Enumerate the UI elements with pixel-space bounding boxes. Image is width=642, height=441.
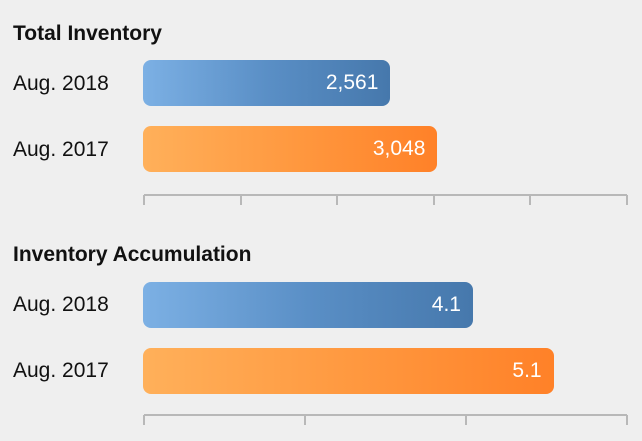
category-label: Aug. 2017: [13, 359, 109, 382]
chart-title: Inventory Accumulation: [13, 243, 252, 266]
x-axis-tick: [304, 415, 306, 425]
bar-aug-2018: 2,561: [143, 60, 391, 106]
bar-value-label: 5.1: [512, 359, 542, 382]
x-axis-tick: [239, 195, 242, 205]
x-axis-tick: [465, 415, 467, 425]
total-inventory-chart: Total Inventory Aug. 2018 2,561 Aug. 201…: [0, 22, 642, 212]
x-axis-line: [144, 414, 627, 416]
x-axis-tick: [336, 195, 339, 205]
x-axis-line: [144, 194, 627, 196]
inventory-accumulation-chart: Inventory Accumulation Aug. 2018 4.1 Aug…: [0, 243, 642, 441]
category-label: Aug. 2018: [13, 72, 109, 95]
x-axis-tick: [626, 195, 628, 205]
chart-title: Total Inventory: [13, 22, 162, 45]
x-axis-tick: [432, 195, 435, 205]
x-axis-tick: [143, 415, 145, 425]
bar-value-label: 4.1: [431, 293, 461, 316]
bar-aug-2017: 5.1: [143, 348, 554, 394]
bar-value-label: 2,561: [325, 71, 379, 94]
bar-aug-2017: 3,048: [143, 126, 438, 172]
x-axis-tick: [143, 195, 145, 205]
bar-aug-2018: 4.1: [143, 282, 473, 328]
x-axis-tick: [626, 415, 628, 425]
bar-value-label: 3,048: [372, 137, 426, 160]
category-label: Aug. 2018: [13, 293, 109, 316]
category-label: Aug. 2017: [13, 138, 109, 161]
x-axis-tick: [529, 195, 532, 205]
